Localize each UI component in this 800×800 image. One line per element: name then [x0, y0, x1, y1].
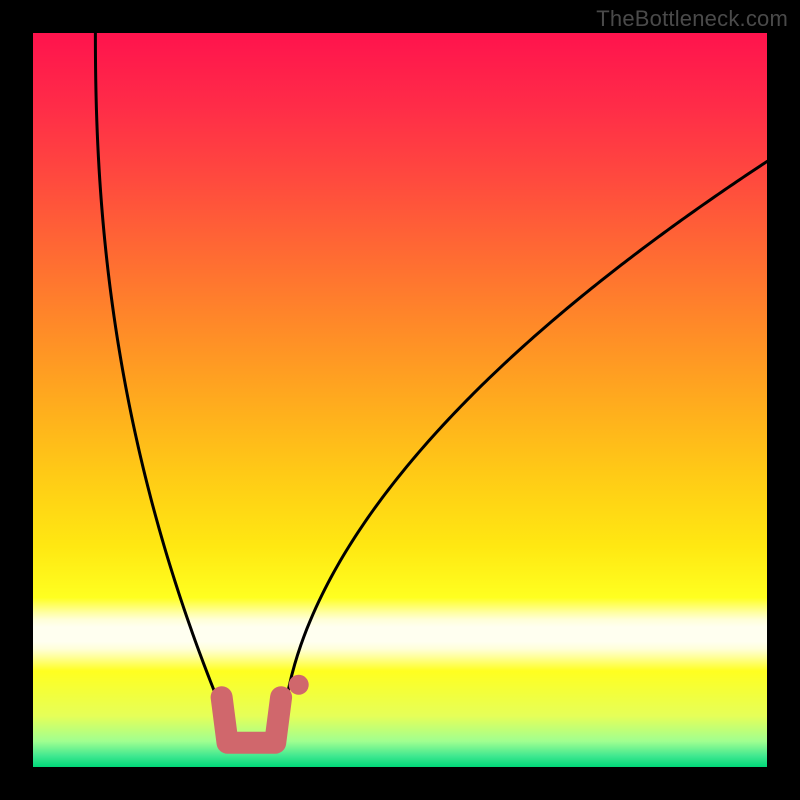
plot-background [33, 33, 767, 767]
watermark-text: TheBottleneck.com [596, 6, 788, 32]
chart-container: TheBottleneck.com [0, 0, 800, 800]
floor-dot [289, 675, 309, 695]
chart-canvas [0, 0, 800, 800]
